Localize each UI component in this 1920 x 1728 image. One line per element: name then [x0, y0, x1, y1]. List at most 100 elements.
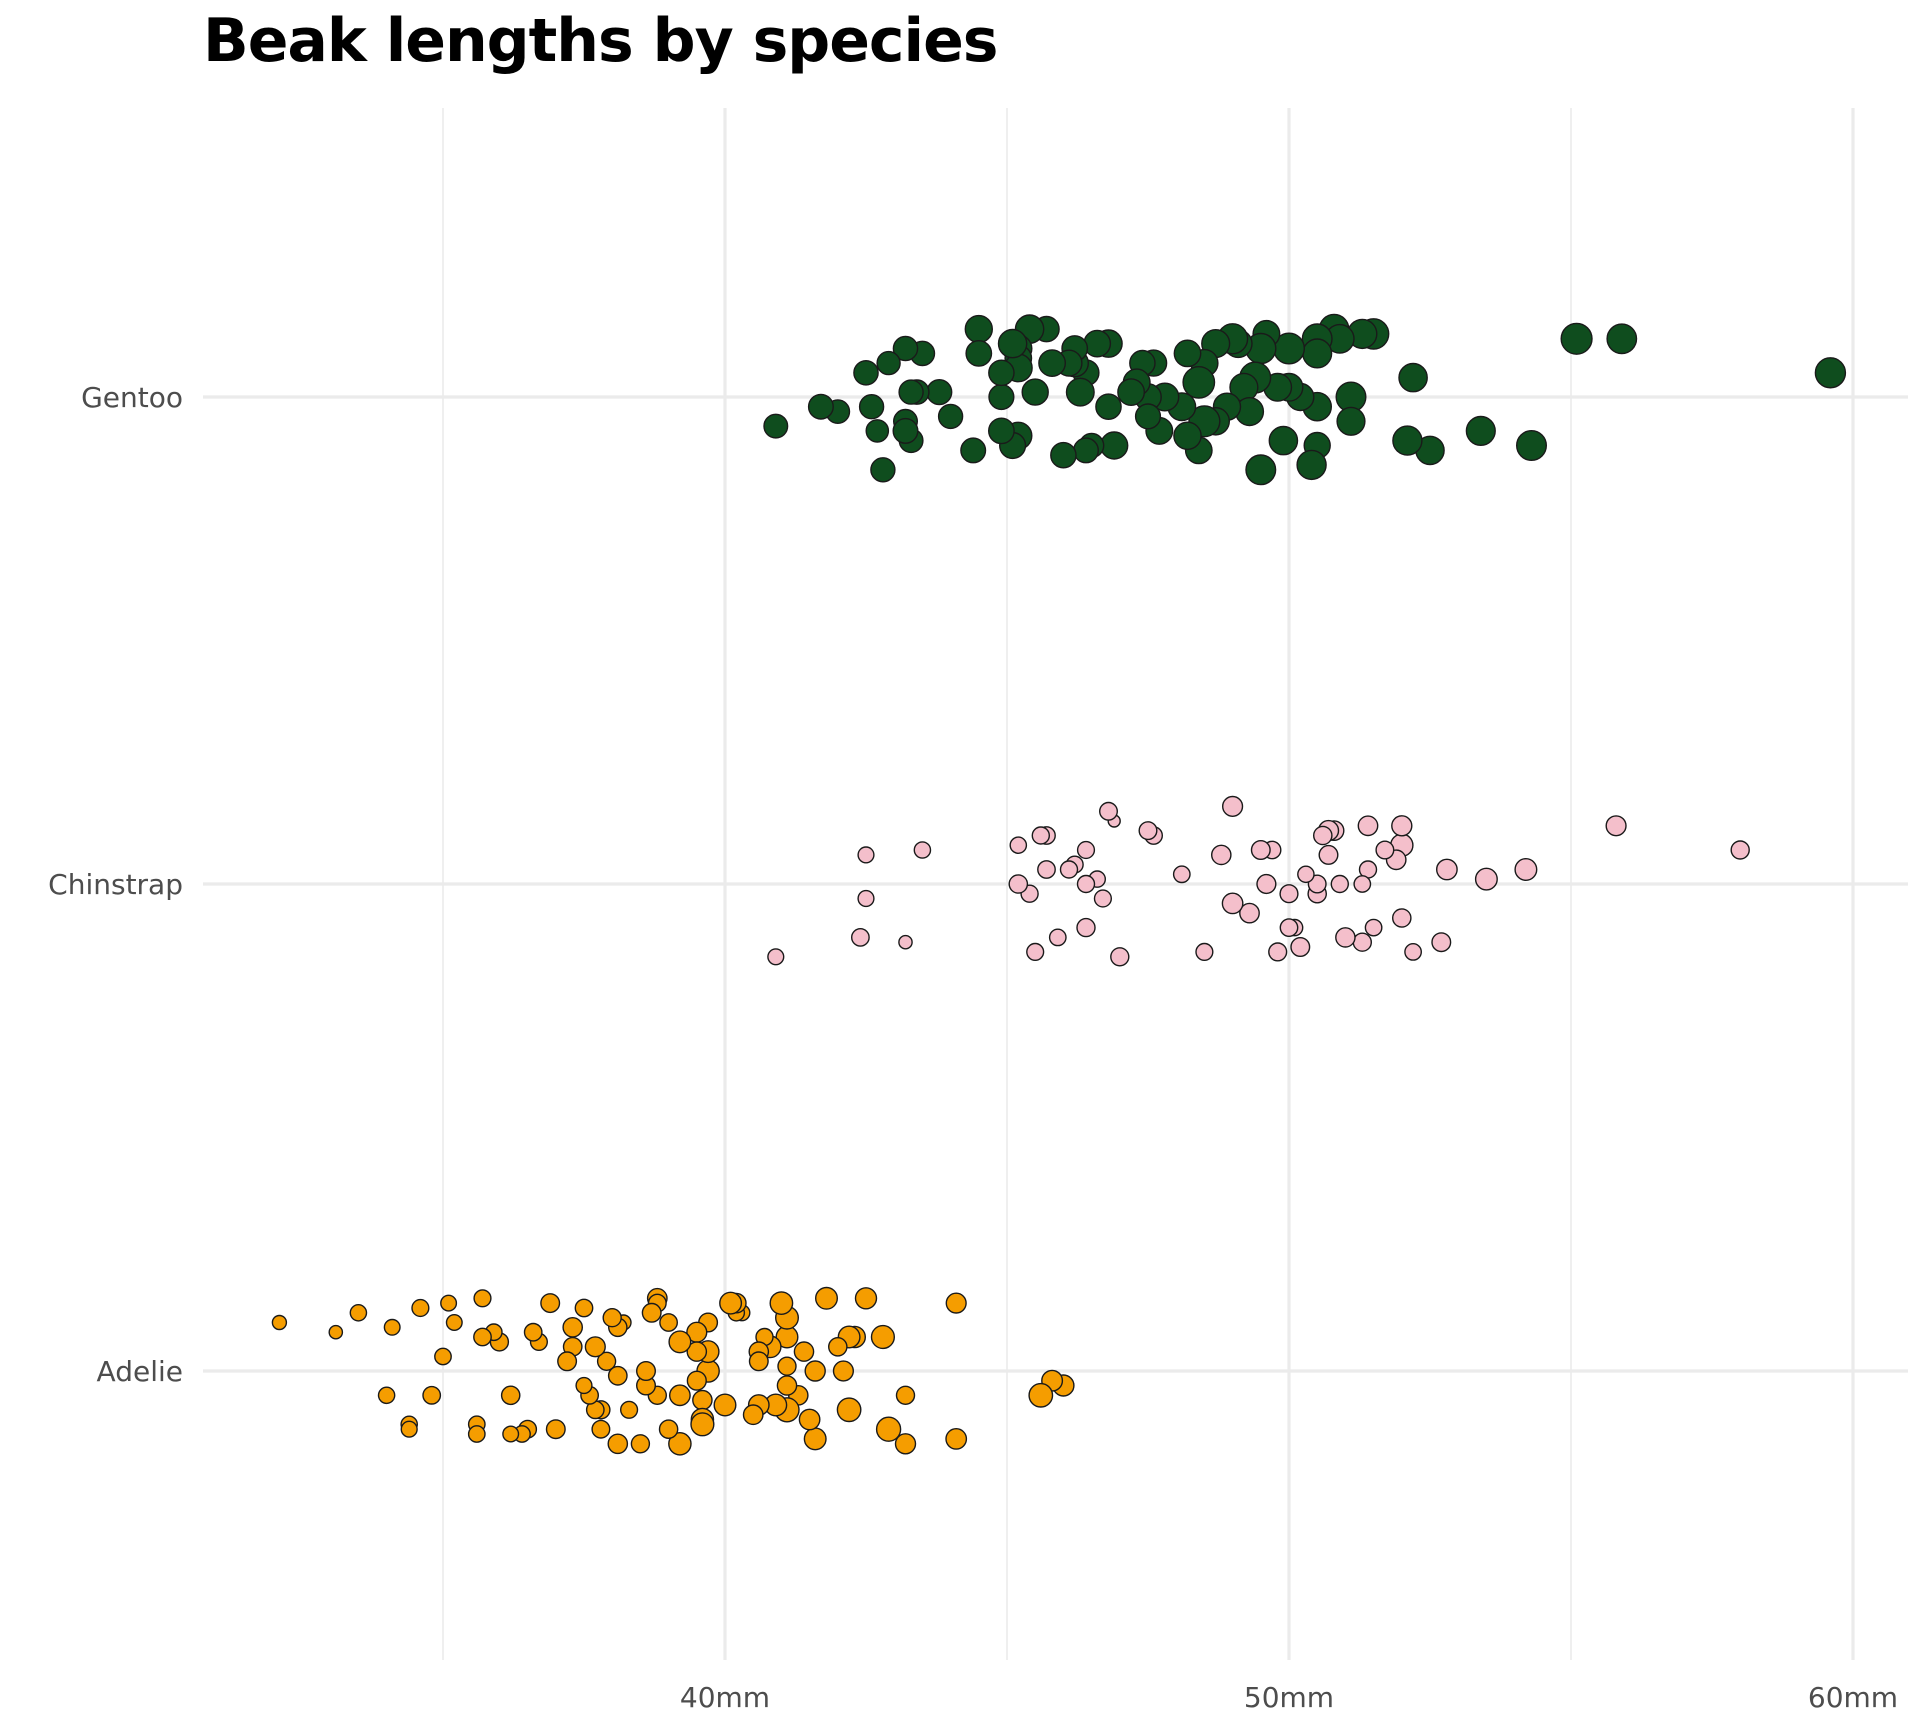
data-point-chinstrap	[1279, 918, 1299, 937]
data-point-chinstrap	[1093, 889, 1112, 908]
data-point-chinstrap	[1221, 795, 1244, 817]
data-point-adelie	[574, 1298, 594, 1318]
data-point-adelie	[636, 1360, 657, 1381]
data-point-gentoo	[1245, 454, 1277, 486]
data-point-chinstrap	[1268, 942, 1288, 962]
data-point-adelie	[836, 1397, 862, 1423]
data-point-chinstrap	[851, 928, 870, 947]
data-point-gentoo	[1072, 437, 1099, 464]
data-point-chinstrap	[1031, 826, 1051, 845]
data-point-chinstrap	[1514, 858, 1538, 882]
data-point-chinstrap	[1172, 865, 1191, 884]
data-point-gentoo	[892, 335, 919, 362]
data-point-gentoo	[1302, 338, 1333, 369]
data-point-gentoo	[988, 417, 1015, 445]
data-point-adelie	[828, 1337, 848, 1357]
data-point-chinstrap	[1335, 927, 1356, 948]
data-point-adelie	[803, 1427, 827, 1451]
data-point-chinstrap	[1076, 874, 1096, 894]
data-point-chinstrap	[1297, 865, 1315, 884]
data-point-adelie	[798, 1408, 821, 1431]
data-point-gentoo	[964, 314, 993, 344]
data-point-chinstrap	[1250, 840, 1271, 861]
data-point-adelie	[557, 1351, 578, 1372]
data-point-adelie	[854, 1287, 878, 1310]
data-point-gentoo	[1134, 403, 1162, 430]
data-point-chinstrap	[1279, 884, 1299, 904]
data-point-chinstrap	[1008, 874, 1029, 894]
data-point-adelie	[328, 1324, 344, 1340]
data-point-adelie	[607, 1433, 629, 1455]
data-point-chinstrap	[1048, 928, 1067, 947]
data-point-adelie	[875, 1416, 902, 1442]
data-point-chinstrap	[857, 846, 875, 864]
data-point-adelie	[584, 1336, 606, 1358]
data-point-adelie	[945, 1428, 968, 1450]
data-point-chinstrap	[1357, 815, 1379, 837]
data-point-gentoo	[1392, 425, 1423, 456]
data-point-adelie	[602, 1307, 622, 1328]
data-point-gentoo	[1560, 322, 1593, 355]
data-point-chinstrap	[1404, 943, 1423, 961]
data-point-chinstrap	[1353, 875, 1372, 893]
x-tick-label: 40mm	[680, 1681, 770, 1714]
data-point-chinstrap	[1431, 932, 1452, 953]
data-point-gentoo	[1268, 425, 1299, 456]
data-point-adelie	[445, 1313, 463, 1331]
data-point-chinstrap	[898, 934, 913, 950]
data-point-adelie	[434, 1347, 452, 1366]
data-point-adelie	[271, 1314, 288, 1331]
data-point-gentoo	[926, 379, 953, 406]
data-point-gentoo	[1814, 357, 1847, 389]
data-point-gentoo	[1173, 339, 1202, 368]
data-point-chinstrap	[1391, 815, 1413, 837]
data-point-adelie	[692, 1389, 713, 1411]
data-point-adelie	[669, 1384, 691, 1407]
data-point-adelie	[668, 1432, 692, 1456]
data-point-gentoo	[898, 379, 924, 405]
data-point-chinstrap	[1076, 840, 1096, 860]
data-points	[271, 313, 1847, 1456]
data-point-gentoo	[870, 457, 896, 483]
data-point-chinstrap	[1009, 836, 1028, 855]
series-adelie	[271, 1286, 1075, 1456]
data-point-gentoo	[1173, 421, 1202, 451]
data-point-adelie	[473, 1289, 492, 1308]
data-point-chinstrap	[1138, 821, 1158, 841]
data-point-adelie	[575, 1376, 593, 1395]
data-point-chinstrap	[1318, 844, 1339, 865]
data-point-chinstrap	[1076, 917, 1096, 938]
data-point-gentoo	[858, 394, 885, 420]
data-point-chinstrap	[1330, 874, 1350, 894]
data-point-adelie	[467, 1425, 486, 1443]
data-point-chinstrap	[1195, 942, 1214, 961]
data-point-adelie	[630, 1434, 651, 1454]
data-point-adelie	[742, 1404, 764, 1426]
data-point-chinstrap	[1290, 937, 1311, 958]
data-point-gentoo	[1117, 378, 1146, 406]
data-point-gentoo	[960, 437, 987, 464]
data-point-chinstrap	[1436, 858, 1458, 881]
data-point-adelie	[545, 1419, 566, 1440]
data-point-gentoo	[988, 359, 1015, 387]
data-point-gentoo	[1515, 430, 1547, 462]
data-point-gentoo	[937, 403, 964, 430]
data-point-adelie	[440, 1294, 458, 1312]
data-point-chinstrap	[1313, 825, 1333, 846]
data-point-adelie	[562, 1317, 584, 1338]
data-point-chinstrap	[1110, 947, 1130, 967]
data-point-gentoo	[1336, 406, 1366, 436]
data-point-gentoo	[1398, 362, 1428, 393]
data-point-adelie	[591, 1419, 611, 1439]
data-point-gentoo	[1606, 323, 1638, 355]
data-point-adelie	[383, 1318, 401, 1336]
data-point-adelie	[815, 1286, 839, 1310]
x-tick-label: 60mm	[1808, 1681, 1898, 1714]
data-point-adelie	[500, 1385, 521, 1406]
data-point-gentoo	[997, 328, 1028, 359]
data-point-chinstrap	[1605, 815, 1627, 837]
data-point-chinstrap	[1239, 902, 1260, 924]
data-point-adelie	[668, 1330, 692, 1354]
data-point-adelie	[400, 1420, 418, 1438]
data-point-adelie	[607, 1365, 628, 1386]
